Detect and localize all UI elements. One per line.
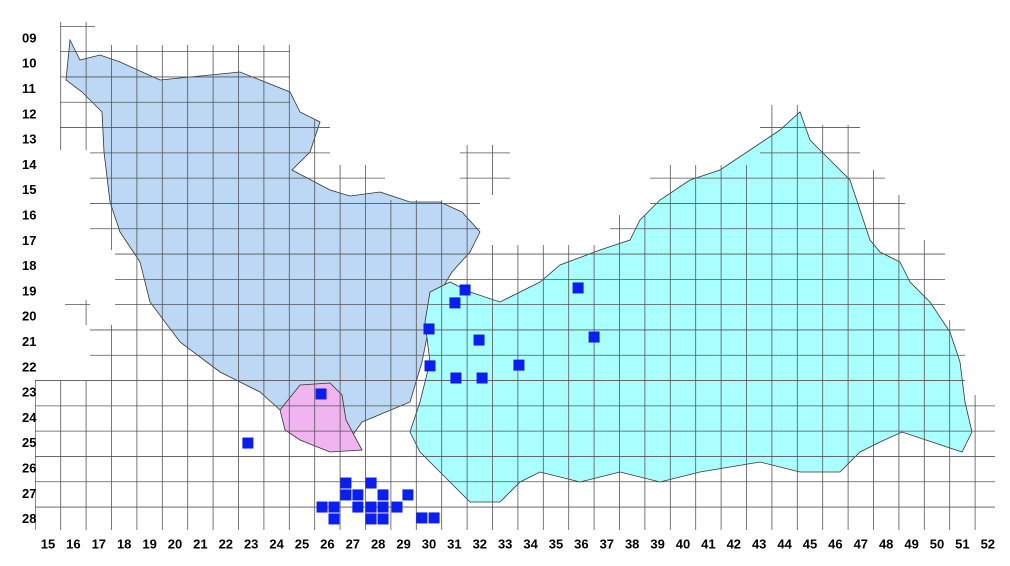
row-label: 12 [22, 106, 36, 121]
occurrence-square [416, 512, 428, 524]
column-label: 52 [981, 536, 995, 551]
occurrence-square [377, 501, 389, 513]
column-label: 45 [803, 536, 817, 551]
occurrence-square [328, 513, 340, 525]
column-label: 41 [701, 536, 715, 551]
column-label: 24 [269, 536, 284, 551]
row-label: 15 [22, 182, 36, 197]
column-label: 37 [600, 536, 614, 551]
column-label: 25 [295, 536, 309, 551]
column-label: 23 [244, 536, 258, 551]
row-label: 27 [22, 486, 36, 501]
occurrence-square [365, 513, 377, 525]
column-label: 26 [320, 536, 334, 551]
column-label: 39 [650, 536, 664, 551]
row-label: 09 [22, 30, 36, 45]
column-label: 21 [193, 536, 207, 551]
region-mecklenburg-vorpommern [409, 111, 973, 503]
row-label: 16 [22, 208, 36, 223]
row-label: 25 [22, 435, 36, 450]
row-label: 26 [22, 461, 36, 476]
column-label: 28 [371, 536, 385, 551]
column-label: 17 [92, 536, 106, 551]
column-label: 20 [168, 536, 182, 551]
column-label: 18 [117, 536, 131, 551]
column-label: 51 [955, 536, 969, 551]
column-label: 33 [498, 536, 512, 551]
row-label: 20 [22, 309, 36, 324]
occurrences [242, 282, 600, 525]
column-label: 22 [219, 536, 233, 551]
occurrence-square [473, 334, 485, 346]
column-label: 34 [523, 536, 538, 551]
column-label: 32 [473, 536, 487, 551]
occurrence-square [340, 477, 352, 489]
column-label: 35 [549, 536, 563, 551]
occurrence-square [242, 437, 254, 449]
occurrence-square [572, 282, 584, 294]
occurrence-square [352, 489, 364, 501]
column-label: 15 [41, 536, 55, 551]
occurrence-square [377, 513, 389, 525]
column-label: 44 [777, 536, 792, 551]
column-label: 27 [346, 536, 360, 551]
region-schleswig-holstein [65, 38, 481, 451]
column-label: 43 [752, 536, 766, 551]
occurrence-square [459, 284, 471, 296]
occurrence-square [316, 501, 328, 513]
occurrence-square [424, 360, 436, 372]
row-label: 24 [22, 410, 37, 425]
column-label: 31 [447, 536, 461, 551]
row-label: 18 [22, 258, 36, 273]
occurrence-square [315, 388, 327, 400]
column-label: 36 [574, 536, 588, 551]
occurrence-square [423, 323, 435, 335]
column-label: 50 [930, 536, 944, 551]
row-label: 13 [22, 132, 36, 147]
occurrence-square [588, 331, 600, 343]
occurrence-square [352, 501, 364, 513]
occurrence-square [365, 477, 377, 489]
row-label: 19 [22, 283, 36, 298]
occurrence-square [377, 489, 389, 501]
column-label: 42 [727, 536, 741, 551]
grid-labels: 09 10 11 12 13 14 15 16 17 18 19 20 21 22 23 24 25 26 27 28… [22, 30, 995, 551]
column-label: 49 [904, 536, 918, 551]
occurrence-square [450, 372, 462, 384]
occurrence-square [340, 489, 352, 501]
column-label: 47 [854, 536, 868, 551]
occurrence-square [513, 359, 525, 371]
row-label: 22 [22, 359, 36, 374]
column-label: 38 [625, 536, 639, 551]
column-label: 40 [676, 536, 690, 551]
occurrence-square [428, 512, 440, 524]
row-label: 10 [22, 56, 36, 71]
row-label: 14 [22, 157, 37, 172]
occurrence-square [391, 501, 403, 513]
row-label: 23 [22, 385, 36, 400]
column-label: 48 [879, 536, 893, 551]
row-label: 17 [22, 233, 36, 248]
row-label: 28 [22, 511, 36, 526]
occurrence-square [449, 297, 461, 309]
column-label: 16 [66, 536, 80, 551]
column-label: 19 [142, 536, 156, 551]
column-label: 29 [396, 536, 410, 551]
occurrence-square [476, 372, 488, 384]
row-label: 11 [22, 81, 36, 96]
occurrence-square [365, 501, 377, 513]
occurrence-square [402, 489, 414, 501]
occurrence-square [328, 501, 340, 513]
column-label: 30 [422, 536, 436, 551]
row-label: 21 [22, 334, 36, 349]
column-label: 46 [828, 536, 842, 551]
